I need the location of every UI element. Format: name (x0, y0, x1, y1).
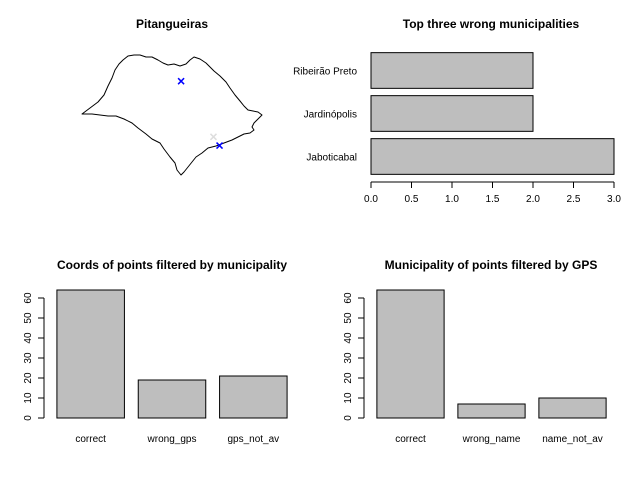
vbar-tick-label: 60 (343, 292, 354, 304)
vbar-tick-label: 20 (343, 372, 354, 384)
vbar-tick-label: 40 (23, 332, 34, 344)
hbar-title: Top three wrong municipalities (403, 17, 580, 31)
hbar-tick-label: 2.5 (567, 194, 581, 205)
hbar-tick-label: 2.0 (526, 194, 540, 205)
vbar-category-label: wrong_gps (147, 434, 197, 445)
vbar-category-label: correct (75, 434, 106, 445)
vbar-category-label: gps_not_av (227, 434, 279, 445)
marker-stroke (215, 142, 224, 150)
state-outline (81, 54, 263, 176)
map-marker (215, 142, 224, 150)
marker-stroke (177, 77, 185, 85)
vbar-bar (56, 289, 125, 419)
hbar-panel: Top three wrong municipalities Jaboticab… (293, 17, 621, 205)
vbar-bar (538, 397, 607, 419)
map-marker (209, 133, 217, 141)
vbar-municipality-panel: Coords of points filtered by municipalit… (23, 258, 288, 445)
hbar-tick-label: 0.5 (405, 194, 419, 205)
hbar-tick-label: 3.0 (607, 194, 621, 205)
vbar-gps-title: Municipality of points filtered by GPS (385, 258, 598, 272)
vbar-bar (219, 375, 288, 419)
vbar-tick-label: 20 (23, 372, 34, 384)
hbar-tick-label: 0.0 (364, 194, 378, 205)
vbar-tick-label: 60 (23, 292, 34, 304)
vbar-tick-label: 10 (23, 392, 34, 404)
vbar-tick-label: 50 (23, 312, 34, 324)
hbar-tick-label: 1.5 (486, 194, 500, 205)
map-panel: Pitangueiras (81, 17, 263, 176)
vbar-category-label: wrong_name (462, 434, 521, 445)
vbar-municipality-title: Coords of points filtered by municipalit… (57, 258, 287, 272)
hbar-tick-label: 1.0 (445, 194, 459, 205)
vbar-gps-panel: Municipality of points filtered by GPS c… (343, 258, 607, 445)
vbar-category-label: name_not_av (542, 434, 603, 445)
vbar-category-label: correct (395, 434, 426, 445)
vbar-bar (137, 379, 207, 419)
map-title: Pitangueiras (136, 17, 208, 31)
hbar-bar (370, 52, 534, 89)
hbar-category-label: Jardinópolis (304, 110, 357, 121)
hbar-category-label: Ribeirão Preto (293, 67, 357, 78)
vbar-tick-label: 50 (343, 312, 354, 324)
vbar-tick-label: 30 (23, 352, 34, 364)
marker-stroke (209, 133, 217, 141)
map-marker (177, 77, 185, 85)
vbar-tick-label: 10 (343, 392, 354, 404)
vbar-tick-label: 30 (343, 352, 354, 364)
hbar-bar (370, 138, 615, 175)
vbar-bar (376, 289, 445, 419)
vbar-bar (457, 403, 526, 419)
vbar-tick-label: 0 (343, 415, 354, 421)
hbar-bar (370, 95, 534, 132)
vbar-tick-label: 40 (343, 332, 354, 344)
vbar-tick-label: 0 (23, 415, 34, 421)
hbar-category-label: Jaboticabal (306, 153, 357, 164)
